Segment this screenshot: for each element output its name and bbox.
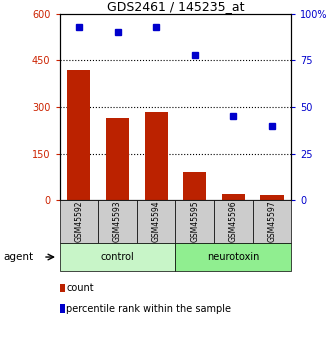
Title: GDS2461 / 145235_at: GDS2461 / 145235_at [107, 0, 244, 13]
Bar [183, 172, 206, 200]
Bar [67, 70, 90, 200]
Text: GSM45595: GSM45595 [190, 201, 199, 243]
Bar [260, 195, 284, 200]
Text: GSM45596: GSM45596 [229, 201, 238, 243]
Text: control: control [101, 252, 134, 262]
Text: GSM45593: GSM45593 [113, 201, 122, 243]
Bar [145, 112, 168, 200]
Bar [106, 118, 129, 200]
Bar [222, 194, 245, 200]
Text: percentile rank within the sample: percentile rank within the sample [66, 304, 231, 314]
Text: count: count [66, 283, 94, 293]
Text: GSM45594: GSM45594 [152, 201, 161, 243]
Text: GSM45597: GSM45597 [267, 201, 276, 243]
Text: neurotoxin: neurotoxin [207, 252, 260, 262]
Text: agent: agent [3, 252, 33, 262]
Text: GSM45592: GSM45592 [74, 201, 83, 243]
